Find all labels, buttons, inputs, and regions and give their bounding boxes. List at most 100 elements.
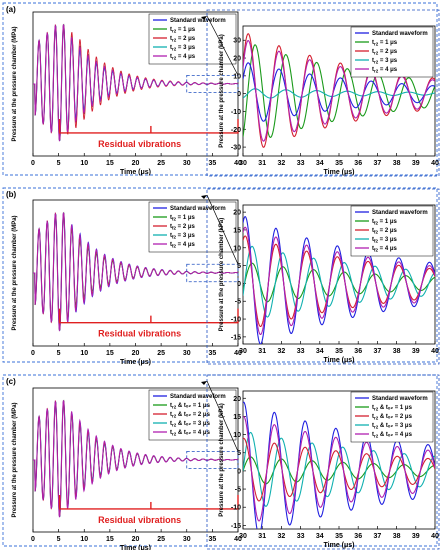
zoom-series-line-0: [243, 401, 435, 529]
x-tick-label: 0: [31, 160, 35, 167]
x-tick-label: 40: [234, 350, 242, 357]
series-line-4: [33, 24, 238, 143]
zoom-legend-entry: tf2 = 2 μs: [372, 228, 398, 235]
x-tick-label: 34: [316, 160, 324, 167]
legend: Standard waveform tr2 = 1 μs tr2 = 2 μs tr2…: [148, 13, 237, 65]
series-lines: [33, 399, 238, 519]
x-tick-label: 15: [106, 160, 114, 167]
bracket-line: [58, 118, 239, 134]
x-tick-label: 15: [106, 350, 114, 357]
legend-entry: tf2 = 4 μs: [170, 242, 196, 249]
panel-frame: [2, 2, 438, 176]
zoom-legend-entry: tr2 = 4 μs: [372, 67, 398, 74]
x-tick-label: 39: [412, 348, 420, 355]
x-tick-label: 15: [106, 536, 114, 543]
zoom-frame: [206, 374, 440, 550]
x-tick-label: 37: [374, 533, 382, 540]
zoom-legend-entry: Standard waveform: [372, 396, 428, 402]
y-tick-label: 10: [233, 432, 241, 439]
x-tick-label: 20: [132, 350, 140, 357]
zoom-legend-entry: tr2 = 1 μs: [372, 40, 398, 47]
x-tick-label: 31: [258, 160, 266, 167]
zoom-series-line-1: [243, 44, 435, 138]
x-tick-label: 36: [354, 348, 362, 355]
x-tick-label: 25: [157, 350, 165, 357]
y-tick-label: -30: [231, 145, 241, 152]
y-axis-label: Pressure at the pressure chamber (MPa): [12, 215, 18, 330]
x-tick-label: 30: [183, 160, 191, 167]
panel-label: (a): [6, 5, 16, 14]
zoom-arrow-head: [201, 16, 207, 20]
x-tick-label: 39: [412, 160, 420, 167]
legend-entry: tf2 = 1 μs: [170, 215, 196, 222]
x-tick-label: 35: [208, 160, 216, 167]
x-tick-label: 30: [239, 348, 247, 355]
x-tick-label: 30: [239, 160, 247, 167]
x-tick-label: 5: [57, 536, 61, 543]
x-tick-label: 30: [183, 536, 191, 543]
zoom-legend: Standard waveform tr2 & tₒ₂ = 1 μs tr2 & t…: [350, 391, 434, 443]
y-axis-label: Pressure at the pressure chamber (kPa): [219, 34, 225, 147]
zoom-arrow: [206, 15, 239, 76]
x-tick-label: 35: [208, 536, 216, 543]
x-tick-label: 35: [335, 533, 343, 540]
zoom-plot: 30 31 32 33 34 35 36 37 38 39 40 -15 -10 -5 0 5 10 15 20 Ti…: [201, 188, 440, 365]
residual-bracket: Residual vibrations: [58, 118, 239, 149]
x-axis-label: Time (μs): [120, 359, 151, 366]
y-tick-label: 0: [237, 91, 241, 98]
zoom-region: [186, 263, 239, 283]
panel-frame: [2, 187, 438, 363]
legend: Standard waveform tr2 & tₒ₂ = 1 μs tr2 & t…: [148, 389, 237, 441]
x-tick-label: 25: [157, 160, 165, 167]
legend-entry: tr2 & tₒ₂ = 3 μs: [170, 421, 211, 428]
zoom-series-line-2: [243, 235, 435, 328]
x-tick-label: 20: [132, 160, 140, 167]
residual-vibrations-label: Residual vibrations: [98, 515, 181, 525]
legend-entry: Standard waveform: [170, 18, 226, 24]
x-tick-label: 38: [393, 160, 401, 167]
y-tick-label: -10: [231, 109, 241, 116]
legend-entry: tf2 = 2 μs: [170, 224, 196, 231]
x-tick-label: 33: [297, 533, 305, 540]
residual-bracket: Residual vibrations: [58, 494, 239, 525]
x-tick-label: 32: [278, 533, 286, 540]
x-tick-label: 32: [278, 160, 286, 167]
y-tick-label: 20: [233, 56, 241, 63]
x-tick-label: 0: [31, 350, 35, 357]
residual-vibrations-label: Residual vibrations: [98, 329, 181, 339]
y-tick-label: 0: [237, 468, 241, 475]
y-tick-label: 10: [233, 245, 241, 252]
legend-entry: tf2 = 3 μs: [170, 233, 196, 240]
zoom-plot: 30 31 32 33 34 35 36 37 38 39 40 -15 -10 -5 0 5 10 15 20 Ti…: [201, 374, 440, 550]
zoom-series-line-0: [243, 216, 435, 344]
x-tick-label: 33: [297, 348, 305, 355]
x-axis-label: Time (μs): [324, 357, 355, 364]
legend-entry: Standard waveform: [170, 206, 226, 212]
zoom-series-lines: [243, 216, 435, 344]
panel-label: (c): [6, 377, 16, 386]
y-tick-label: 0: [237, 281, 241, 288]
zoom-region: [186, 74, 239, 94]
y-tick-label: 10: [233, 73, 241, 80]
x-axis-label: Time (μs): [324, 542, 355, 549]
x-tick-label: 40: [431, 533, 439, 540]
panel-b: (b) 0 5 10 15 20 25 30 35 40 Time (μs) Pressure at …: [2, 187, 440, 366]
bracket-line: [58, 494, 239, 510]
zoom-arrow-head: [201, 381, 207, 385]
legend-entry: tr2 = 1 μs: [170, 27, 196, 34]
residual-vibrations-label: Residual vibrations: [98, 139, 181, 149]
y-tick-label: -15: [231, 334, 241, 341]
y-tick-label: -10: [231, 317, 241, 324]
zoom-series-line-2: [243, 437, 435, 502]
x-tick-label: 25: [157, 536, 165, 543]
series-line-4: [33, 400, 238, 519]
zoom-series-line-4: [243, 226, 435, 335]
zoom-legend-entry: tr2 = 3 μs: [372, 58, 398, 65]
zoom-legend-entry: Standard waveform: [372, 31, 428, 37]
y-tick-label: -10: [231, 505, 241, 512]
zoom-legend: Standard waveform tf2 = 1 μs tf2 = 2 μs tf2…: [350, 205, 434, 257]
x-tick-label: 5: [57, 160, 61, 167]
x-tick-label: 34: [316, 533, 324, 540]
x-tick-label: 10: [80, 536, 88, 543]
x-tick-label: 35: [335, 348, 343, 355]
